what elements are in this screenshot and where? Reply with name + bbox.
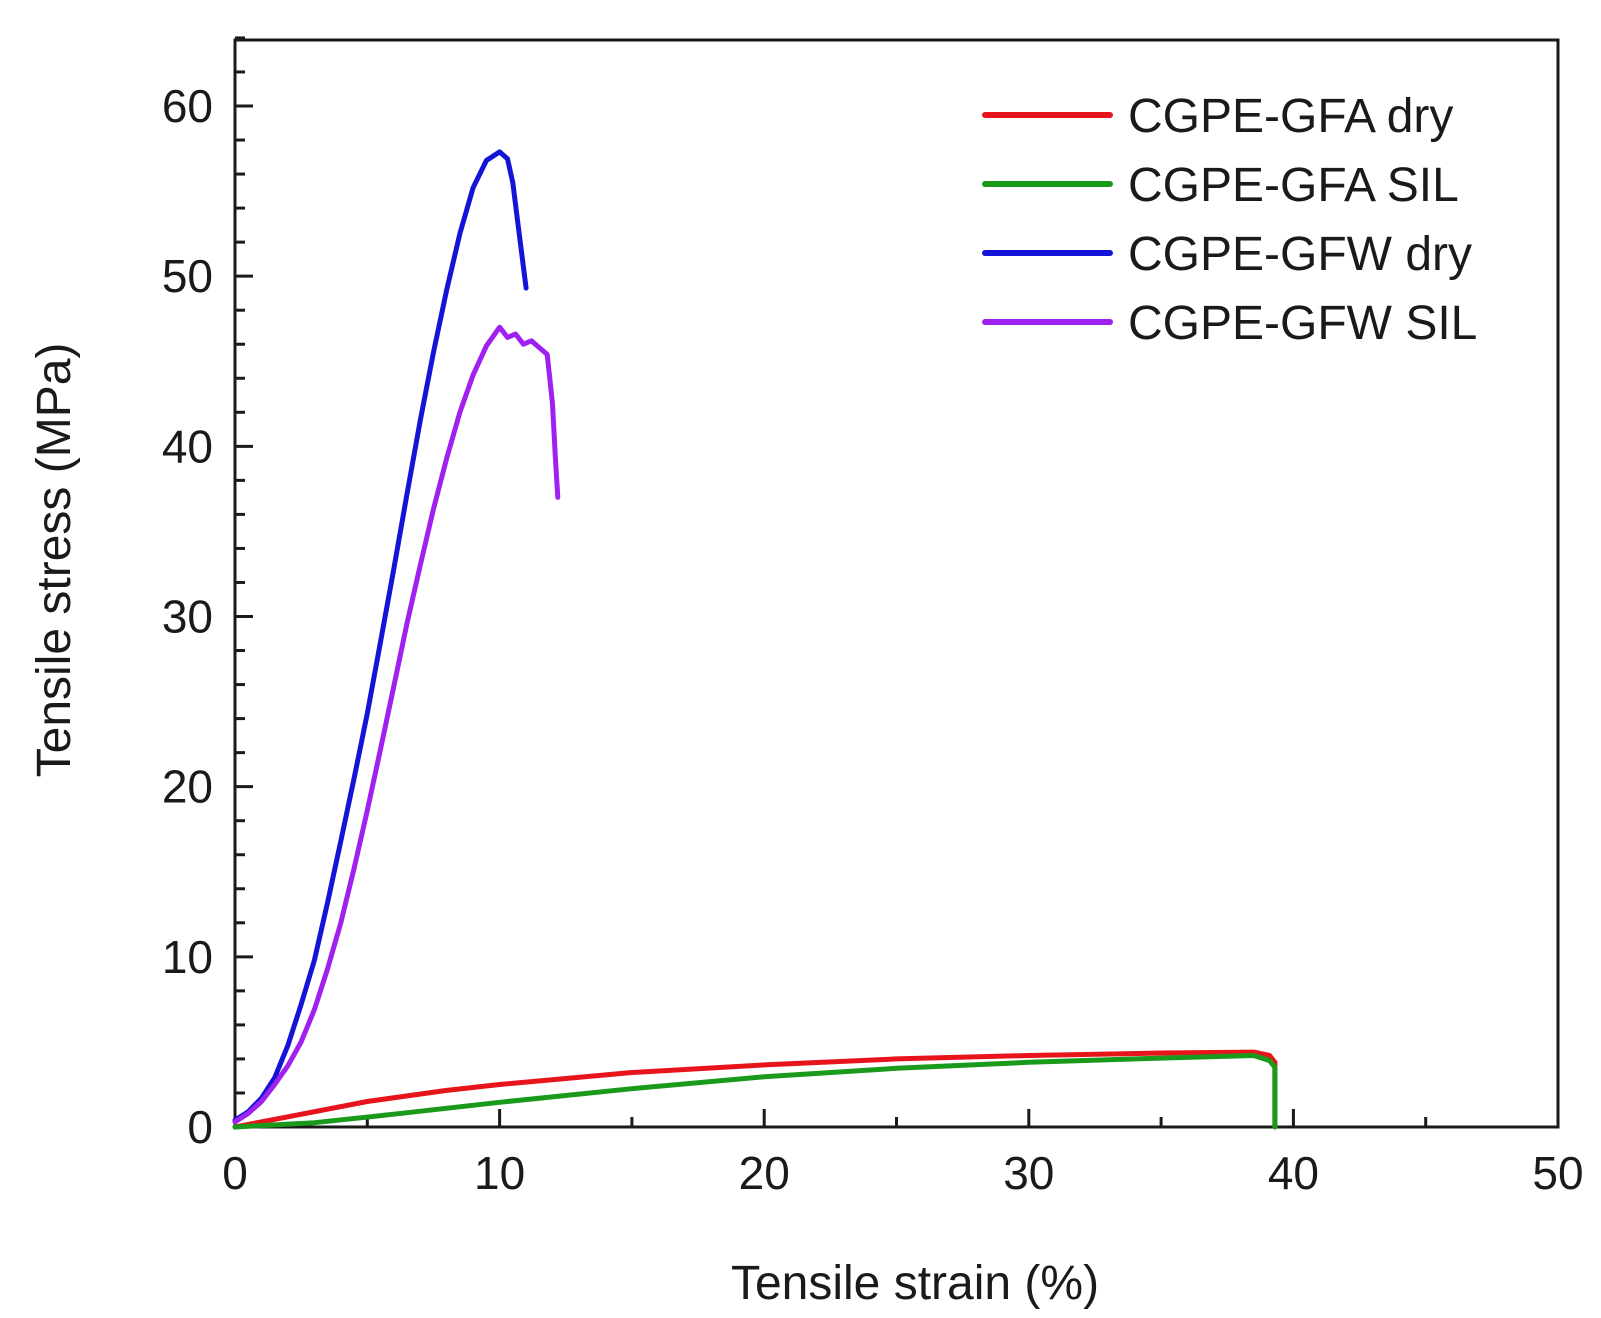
legend-label: CGPE-GFW dry <box>1128 228 1472 281</box>
x-tick-label: 50 <box>1532 1147 1583 1199</box>
y-axis-title: Tensile stress (MPa) <box>28 343 81 778</box>
y-tick-label: 50 <box>162 250 213 302</box>
y-tick-label: 40 <box>162 420 213 472</box>
legend: CGPE-GFA dry CGPE-GFA SIL CGPE-GFW dry CGPE… <box>982 90 1477 350</box>
series-line-cgpe-gfw-dry <box>232 149 529 1123</box>
y-axis-ticks: 0 10 20 30 40 50 60 <box>162 36 253 1153</box>
y-tick-label: 30 <box>162 591 213 643</box>
series-lines <box>232 149 1278 1130</box>
x-tick-label: 0 <box>222 1147 248 1199</box>
y-tick-label: 20 <box>162 761 213 813</box>
x-tick-label: 40 <box>1268 1147 1319 1199</box>
legend-label: CGPE-GFA dry <box>1128 90 1453 143</box>
legend-label: CGPE-GFA SIL <box>1128 159 1459 212</box>
y-tick-label: 10 <box>162 931 213 983</box>
legend-label: CGPE-GFW SIL <box>1128 297 1477 350</box>
series-line-cgpe-gfa-sil <box>232 1053 1278 1130</box>
x-axis-ticks: 0 10 20 30 40 50 <box>222 1109 1584 1199</box>
series-line-cgpe-gfa-dry <box>232 1049 1278 1130</box>
x-tick-label: 30 <box>1003 1147 1054 1199</box>
series-line-cgpe-gfw-sil <box>232 324 561 1125</box>
y-tick-label: 0 <box>187 1101 213 1153</box>
x-tick-label: 20 <box>739 1147 790 1199</box>
x-axis-title: Tensile strain (%) <box>731 1257 1099 1310</box>
x-tick-label: 10 <box>474 1147 525 1199</box>
y-tick-label: 60 <box>162 80 213 132</box>
